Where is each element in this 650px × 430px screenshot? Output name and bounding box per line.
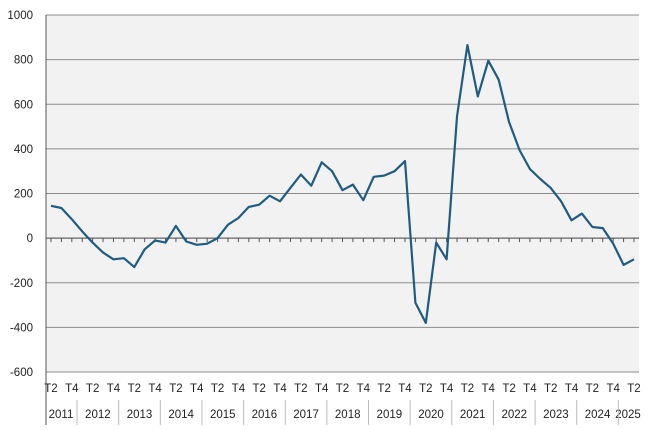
x-quarter-label: T2	[86, 383, 99, 395]
x-quarter-label: T2	[128, 383, 141, 395]
y-tick-label: 1000	[7, 10, 33, 22]
x-quarter-label: T4	[440, 383, 454, 395]
y-tick-label: 0	[27, 233, 33, 245]
series-line	[50, 43, 635, 324]
x-quarter-label: T4	[523, 383, 537, 395]
x-quarter-label: T2	[377, 383, 390, 395]
x-year-label: 2018	[335, 409, 361, 421]
x-quarter-label: T4	[232, 383, 246, 395]
x-quarter-label: T4	[565, 383, 579, 395]
x-quarter-label: T4	[107, 383, 121, 395]
x-quarter-label: T2	[419, 383, 432, 395]
x-quarter-label: T2	[502, 383, 515, 395]
x-quarter-label: T4	[148, 383, 162, 395]
x-quarter-label: T2	[336, 383, 349, 395]
x-quarter-label: T4	[273, 383, 287, 395]
x-year-label: 2019	[377, 409, 403, 421]
y-tick-label: -400	[10, 322, 33, 334]
x-quarter-label: T2	[586, 383, 599, 395]
y-tick-label: -200	[10, 278, 33, 290]
x-axis: T2 T4 T2 T4 T2 T4 T2 T4 T2 T4 T2 T4 T2 T4 T2 T4 T2 T4 T2 T4…	[44, 15, 641, 425]
x-quarter-label: T4	[65, 383, 79, 395]
y-axis-tick-labels: -600 -400 -200 0 200 400 600 800 1000	[7, 10, 33, 379]
x-year-label: 2021	[460, 409, 486, 421]
x-quarter-label: T2	[294, 383, 307, 395]
y-tick-label: -600	[10, 367, 33, 379]
x-quarter-label: T4	[190, 383, 204, 395]
x-quarter-label: T2	[44, 383, 57, 395]
x-year-label: 2020	[418, 409, 444, 421]
x-quarter-label: T2	[169, 383, 182, 395]
x-year-label: 2013	[127, 409, 153, 421]
x-quarter-label: T2	[461, 383, 474, 395]
x-year-label: 2022	[501, 409, 527, 421]
x-year-label: 2011	[49, 409, 74, 421]
x-quarter-label: T2	[544, 383, 557, 395]
y-tick-label: 400	[14, 144, 33, 156]
x-year-label: 2024	[585, 409, 611, 421]
x-year-label: 2025	[615, 409, 641, 421]
x-year-label: 2016	[252, 409, 278, 421]
x-year-label: 2017	[293, 409, 319, 421]
x-quarter-label: T4	[606, 383, 620, 395]
x-quarter-label: T2	[253, 383, 266, 395]
x-year-label: 2012	[85, 409, 111, 421]
y-tick-label: 800	[14, 55, 33, 67]
x-quarter-label: T2	[627, 383, 640, 395]
x-quarter-label: T4	[482, 383, 496, 395]
x-year-label: 2015	[210, 409, 236, 421]
x-quarter-label: T4	[315, 383, 329, 395]
x-year-label: 2023	[543, 409, 569, 421]
x-quarter-label: T2	[211, 383, 224, 395]
y-tick-label: 600	[14, 99, 33, 111]
x-year-label: 2014	[168, 409, 194, 421]
y-tick-label: 200	[14, 189, 33, 201]
x-quarter-label: T4	[398, 383, 412, 395]
x-quarter-label: T4	[357, 383, 371, 395]
